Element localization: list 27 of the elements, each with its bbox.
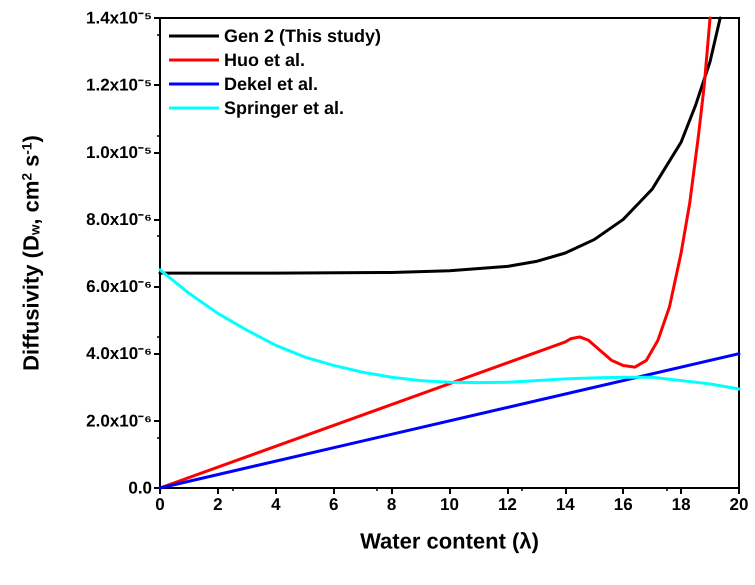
x-tick-label: 6 — [328, 495, 338, 514]
legend-label: Gen 2 (This study) — [224, 26, 382, 46]
x-tick-label: 20 — [730, 495, 748, 514]
y-tick-label: 1.4x10⁻⁵ — [86, 8, 152, 28]
x-tick-label: 0 — [155, 495, 165, 514]
x-tick-label: 18 — [672, 495, 691, 514]
x-axis-title: Water content (λ) — [360, 528, 539, 554]
x-tick-label: 14 — [556, 495, 576, 514]
line-series — [158, 268, 740, 390]
y-tick-label: 8.0x10⁻⁶ — [86, 210, 152, 229]
legend-label: Huo et al. — [224, 50, 306, 70]
x-tick-label: 4 — [271, 495, 282, 514]
y-tick-label: 4.0x10⁻⁶ — [86, 344, 152, 364]
x-tick-label: 10 — [440, 495, 459, 514]
y-tick-label: 0.0 — [128, 478, 152, 498]
x-tick-label: 8 — [386, 495, 396, 514]
legend-label: Dekel et al. — [224, 74, 318, 94]
y-tick-label: 1.2x10⁻⁵ — [86, 76, 152, 95]
x-tick-label: 16 — [614, 495, 633, 514]
y-tick-label: 6.0x10⁻⁶ — [86, 277, 152, 296]
y-axis-title: Diffusivity (Dw, cm2 s-1) — [18, 135, 44, 371]
y-tick-label: 1.0x10⁻⁵ — [86, 142, 152, 162]
legend-label: Springer et al. — [224, 98, 344, 118]
x-tick-label: 12 — [498, 495, 517, 514]
x-tick-label: 2 — [213, 495, 223, 514]
line-series — [158, 16, 712, 490]
y-tick-label: 2.0x10⁻⁶ — [86, 411, 152, 430]
